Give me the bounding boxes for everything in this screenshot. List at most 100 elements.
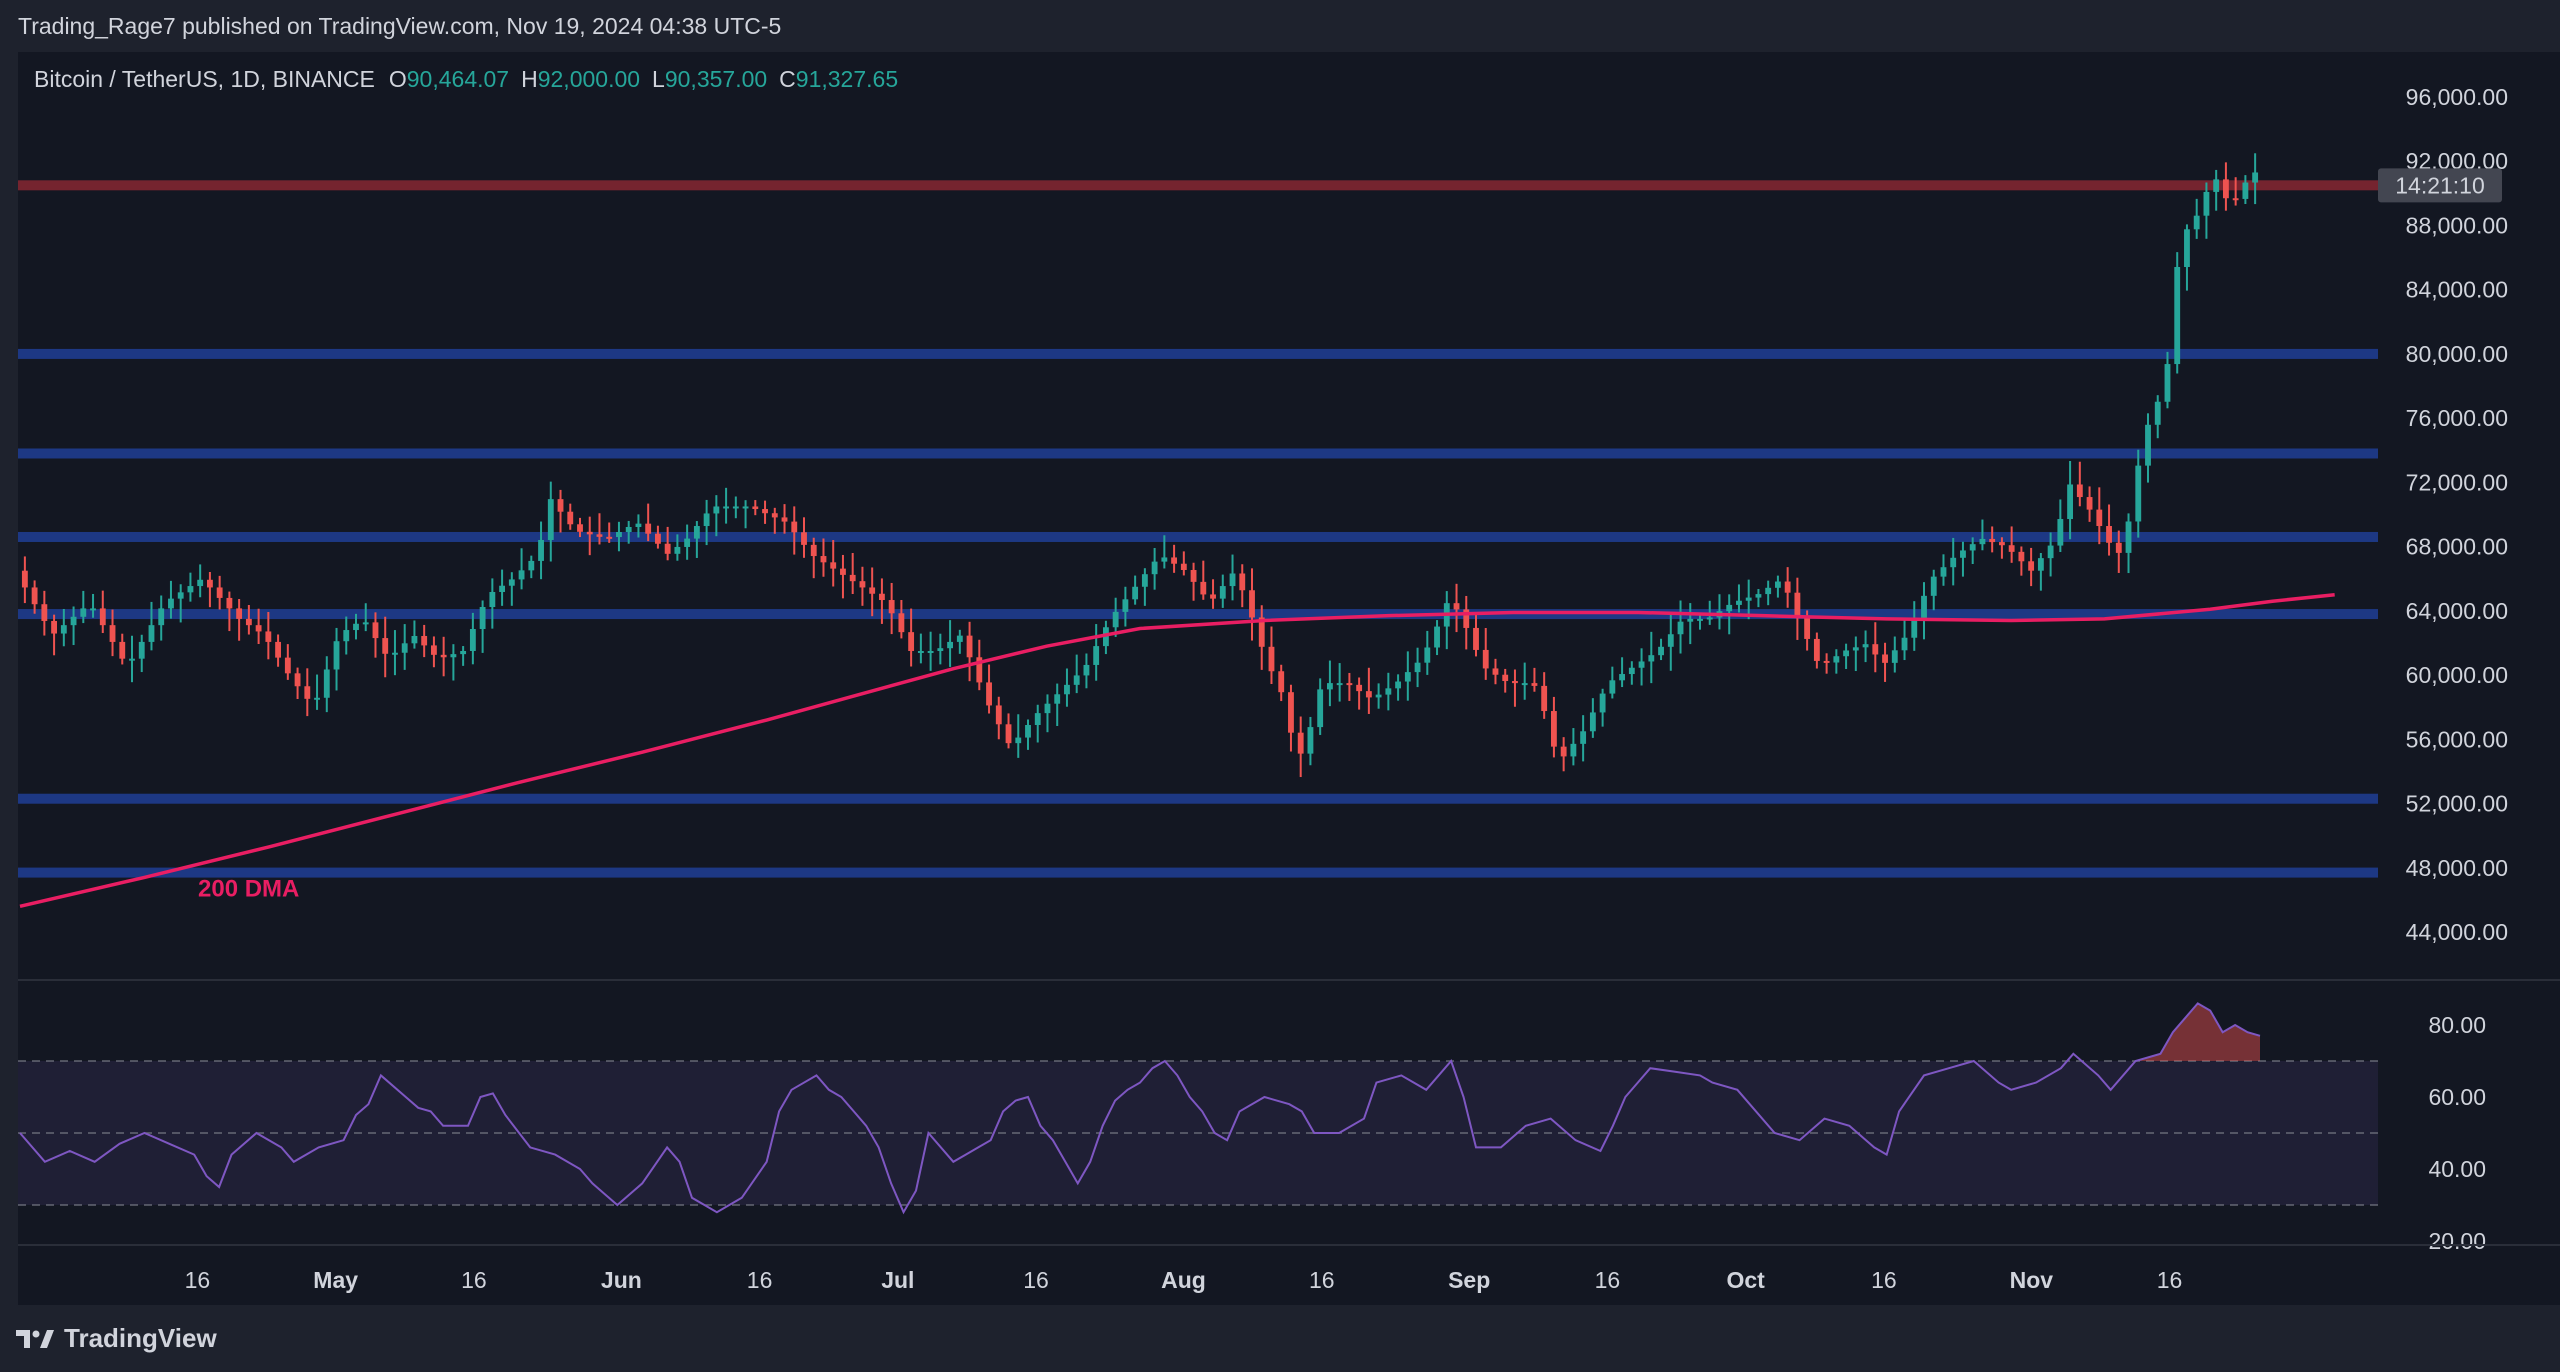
- candle-body[interactable]: [518, 570, 525, 580]
- candle-body[interactable]: [956, 635, 963, 642]
- candle-body[interactable]: [119, 641, 126, 659]
- candle-body[interactable]: [2184, 229, 2190, 268]
- candle-body[interactable]: [1492, 668, 1499, 675]
- candle-body[interactable]: [1434, 626, 1440, 648]
- candle-body[interactable]: [684, 538, 691, 547]
- candle-body[interactable]: [469, 628, 476, 651]
- candle-body[interactable]: [1297, 732, 1304, 754]
- candle-body[interactable]: [1210, 594, 1216, 599]
- candle-body[interactable]: [625, 526, 632, 533]
- candle-body[interactable]: [1482, 649, 1489, 669]
- candle-body[interactable]: [333, 641, 340, 670]
- candle-body[interactable]: [616, 532, 622, 538]
- candle-body[interactable]: [138, 641, 145, 659]
- candle-body[interactable]: [450, 654, 457, 658]
- candle-body[interactable]: [2222, 179, 2229, 199]
- candle-body[interactable]: [51, 620, 58, 634]
- support-level-line[interactable]: [18, 867, 2378, 878]
- candle-body[interactable]: [2203, 191, 2210, 216]
- candle-body[interactable]: [1141, 574, 1148, 587]
- candle-body[interactable]: [489, 591, 496, 608]
- candle-body[interactable]: [1638, 661, 1645, 668]
- candle-body[interactable]: [771, 513, 778, 518]
- candle-body[interactable]: [1774, 581, 1781, 588]
- candle-body[interactable]: [1395, 681, 1402, 689]
- candle-body[interactable]: [401, 643, 408, 653]
- candle-body[interactable]: [937, 648, 944, 651]
- candle-body[interactable]: [421, 635, 428, 646]
- candle-body[interactable]: [1794, 592, 1801, 617]
- candle-body[interactable]: [1921, 595, 1927, 618]
- candle-body[interactable]: [1589, 712, 1596, 732]
- candle-body[interactable]: [1580, 731, 1587, 744]
- candle-body[interactable]: [109, 625, 116, 642]
- candle-body[interactable]: [1599, 693, 1606, 713]
- candle-body[interactable]: [158, 608, 165, 626]
- candle-body[interactable]: [1755, 594, 1762, 598]
- candle-body[interactable]: [1813, 638, 1820, 661]
- candle-body[interactable]: [781, 517, 788, 522]
- candle-body[interactable]: [2037, 558, 2044, 571]
- candle-body[interactable]: [1736, 600, 1742, 605]
- candle-body[interactable]: [1619, 674, 1626, 681]
- candle-body[interactable]: [1560, 746, 1567, 757]
- candle-body[interactable]: [1258, 617, 1265, 647]
- candle-body[interactable]: [1765, 587, 1772, 595]
- candle-body[interactable]: [1804, 616, 1811, 639]
- candle-body[interactable]: [1473, 627, 1479, 650]
- candle-body[interactable]: [1960, 550, 1966, 558]
- candle-body[interactable]: [1034, 713, 1041, 725]
- candle-body[interactable]: [976, 657, 983, 683]
- candle-body[interactable]: [1132, 586, 1139, 600]
- candle-body[interactable]: [2106, 526, 2112, 543]
- candle-body[interactable]: [265, 631, 272, 642]
- candle-body[interactable]: [2096, 509, 2103, 527]
- candle-body[interactable]: [2232, 198, 2239, 201]
- candle-body[interactable]: [1249, 590, 1255, 618]
- candle-body[interactable]: [1307, 727, 1314, 754]
- support-level-line[interactable]: [18, 448, 2378, 459]
- candle-body[interactable]: [1852, 647, 1859, 651]
- candle-body[interactable]: [2213, 179, 2220, 192]
- candle-body[interactable]: [1239, 573, 1246, 591]
- candle-body[interactable]: [1687, 618, 1694, 622]
- candle-body[interactable]: [1891, 650, 1898, 663]
- candle-body[interactable]: [70, 616, 77, 626]
- candle-body[interactable]: [275, 641, 282, 658]
- candle-body[interactable]: [2008, 545, 2015, 552]
- candle-body[interactable]: [31, 587, 38, 605]
- candle-body[interactable]: [1667, 634, 1674, 647]
- candle-body[interactable]: [2174, 267, 2181, 365]
- candle-body[interactable]: [1677, 621, 1684, 635]
- candle-body[interactable]: [859, 581, 866, 588]
- candle-body[interactable]: [528, 560, 535, 571]
- candle-body[interactable]: [1453, 603, 1460, 610]
- candle-body[interactable]: [596, 534, 603, 537]
- candle-body[interactable]: [674, 546, 681, 554]
- rsi-line[interactable]: [19, 1002, 2261, 1215]
- candle-body[interactable]: [908, 632, 915, 651]
- candle-body[interactable]: [168, 598, 174, 609]
- candle-body[interactable]: [382, 638, 389, 654]
- candle-body[interactable]: [362, 622, 369, 625]
- candle-body[interactable]: [1872, 644, 1879, 655]
- candle-body[interactable]: [732, 506, 739, 509]
- candle-body[interactable]: [1882, 654, 1888, 663]
- candle-body[interactable]: [801, 532, 807, 545]
- candle-body[interactable]: [2242, 182, 2249, 199]
- candle-body[interactable]: [1609, 680, 1616, 694]
- candle-body[interactable]: [1745, 597, 1752, 601]
- candle-body[interactable]: [1317, 689, 1324, 728]
- candle-body[interactable]: [2028, 561, 2035, 571]
- candle-body[interactable]: [1823, 660, 1830, 663]
- candle-body[interactable]: [1414, 662, 1421, 673]
- candle-body[interactable]: [586, 531, 593, 535]
- candle-body[interactable]: [508, 579, 515, 586]
- candle-body[interactable]: [304, 686, 311, 699]
- candle-body[interactable]: [917, 650, 924, 653]
- candle-body[interactable]: [1502, 674, 1509, 682]
- candle-body[interactable]: [1843, 650, 1850, 657]
- candle-body[interactable]: [1122, 599, 1129, 612]
- candle-body[interactable]: [392, 652, 398, 655]
- candle-body[interactable]: [830, 562, 837, 569]
